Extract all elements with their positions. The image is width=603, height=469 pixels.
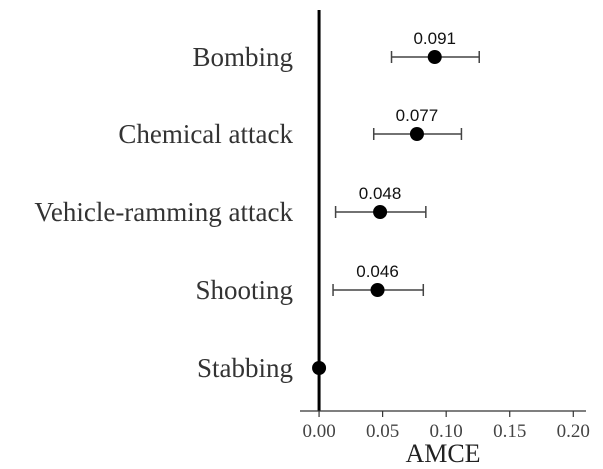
data-label: 0.091 (413, 29, 456, 48)
data-label: 0.046 (356, 262, 399, 281)
point-estimate (427, 50, 442, 64)
category-label: Stabbing (197, 353, 293, 383)
point-estimates (312, 50, 442, 375)
x-tick-label: 0.00 (302, 421, 335, 442)
data-label: 0.077 (396, 106, 439, 125)
x-axis: 0.00 0.05 0.10 0.15 0.20 (300, 410, 590, 442)
x-axis-title: AMCE (405, 439, 480, 468)
category-label: Chemical attack (118, 119, 293, 149)
data-labels: 0.091 0.077 0.048 0.046 (356, 29, 456, 281)
point-estimate (373, 205, 388, 219)
category-label: Vehicle-ramming attack (34, 197, 293, 227)
x-tick-label: 0.20 (557, 421, 590, 442)
point-estimate (409, 127, 424, 141)
error-bars (332, 51, 480, 296)
category-label: Bombing (192, 42, 293, 72)
x-tick-label: 0.05 (366, 421, 399, 442)
category-labels: Bombing Chemical attack Vehicle-ramming at… (34, 42, 293, 383)
category-label: Shooting (195, 275, 293, 305)
point-estimate (370, 283, 385, 297)
x-tick-label: 0.10 (430, 421, 463, 442)
data-label: 0.048 (359, 184, 402, 203)
point-estimate (312, 361, 327, 375)
x-tick-label: 0.15 (493, 421, 526, 442)
